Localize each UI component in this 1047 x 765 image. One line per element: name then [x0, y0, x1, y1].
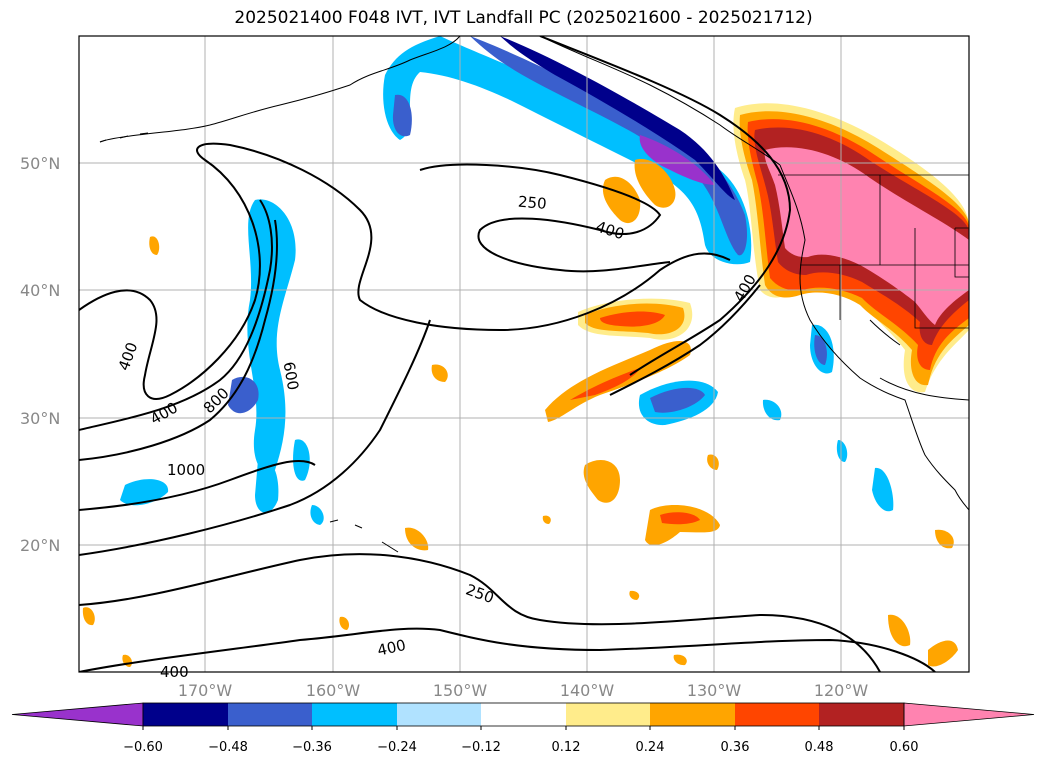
colorbar-segment [397, 703, 481, 726]
colorbar-segment [650, 703, 735, 726]
colorbar-extend-low [11, 702, 144, 727]
coastlines [99, 36, 969, 553]
colorbar-tick-label: −0.36 [292, 740, 332, 755]
ivt-contours [79, 36, 936, 672]
colorbar-tick-labels: −0.60 −0.48 −0.36 −0.24 −0.12 0.12 0.24 … [123, 740, 918, 755]
colorbar [11, 702, 1035, 730]
contour-label: 1000 [167, 461, 205, 479]
colorbar-segment [312, 703, 397, 726]
lon-tick-labels: 170°W 160°W 150°W 140°W 130°W 120°W [178, 681, 869, 700]
colorbar-segment [143, 703, 228, 726]
colorbar-tick-label: 0.36 [721, 740, 750, 755]
contour-label: 600 [280, 360, 303, 391]
colorbar-segment [481, 703, 566, 726]
colorbar-tick-label: 0.12 [552, 740, 581, 755]
state-borders [778, 174, 969, 329]
contour-label: 250 [517, 193, 547, 213]
lat-tick-label: 30°N [20, 409, 60, 428]
lon-tick-label: 170°W [178, 681, 233, 700]
colorbar-segment [819, 703, 904, 726]
plot-frame [78, 35, 970, 673]
map-title: 2025021400 F048 IVT, IVT Landfall PC (20… [234, 8, 813, 28]
colorbar-tick-label: −0.12 [461, 740, 501, 755]
colorbar-tick-label: −0.60 [123, 740, 163, 755]
colorbar-extend-high [903, 702, 1035, 727]
lon-tick-label: 120°W [814, 681, 869, 700]
colorbar-segment [228, 703, 312, 726]
colorbar-frame [142, 702, 905, 727]
lon-tick-label: 140°W [560, 681, 615, 700]
colorbar-tick-label: 0.48 [805, 740, 834, 755]
colorbar-tick-label: −0.48 [208, 740, 248, 755]
colorbar-segment [735, 703, 819, 726]
colorbar-tick-label: 0.60 [890, 740, 919, 755]
contour-label: 400 [376, 636, 408, 660]
graticule [79, 36, 969, 672]
lon-tick-label: 150°W [433, 681, 488, 700]
lat-tick-label: 40°N [20, 281, 60, 300]
lat-tick-labels: 50°N 40°N 30°N 20°N [20, 154, 60, 555]
colorbar-segment [566, 703, 650, 726]
lat-tick-label: 50°N [20, 154, 60, 173]
lon-tick-label: 160°W [306, 681, 361, 700]
colorbar-tick-label: −0.24 [377, 740, 417, 755]
lon-tick-label: 130°W [687, 681, 742, 700]
lat-tick-label: 20°N [20, 536, 60, 555]
colorbar-tick-label: 0.24 [636, 740, 665, 755]
